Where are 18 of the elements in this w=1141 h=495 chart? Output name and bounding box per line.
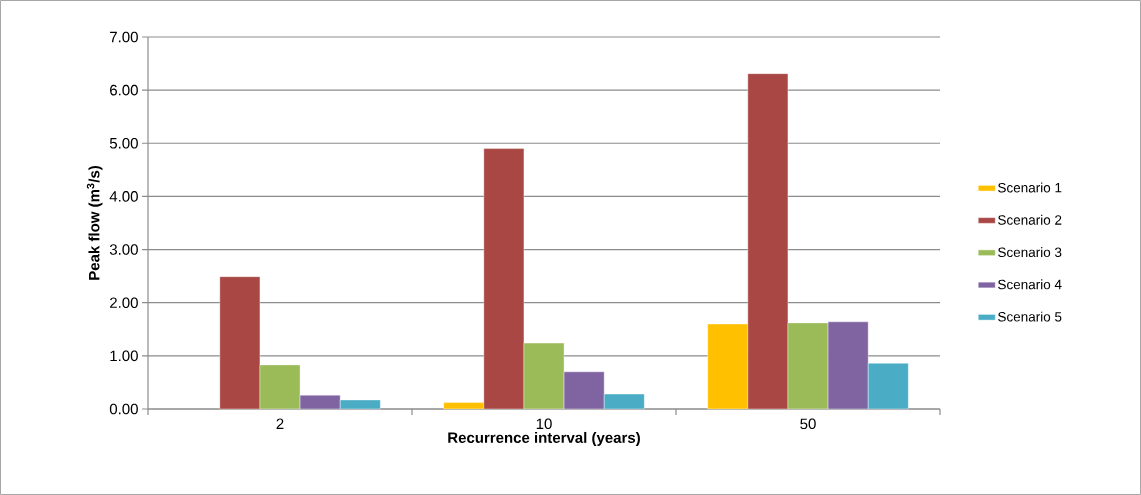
y-tick-label: 4.00 — [109, 191, 138, 202]
legend-label: Scenario 2 — [998, 214, 1062, 225]
legend-label: Scenario 5 — [998, 311, 1062, 322]
y-tick-label: 2.00 — [110, 297, 138, 309]
y-tick-label: 1.00 — [110, 350, 138, 362]
y-tick-label: 3.00 — [109, 244, 138, 255]
legend-label: Scenario 1 — [998, 182, 1062, 193]
x-axis-title: Recurrence interval (years) — [448, 431, 640, 446]
legend-label: Scenario 3 — [998, 247, 1062, 258]
x-tick-label: 10 — [536, 418, 552, 430]
y-tick-label: 7.00 — [110, 31, 138, 43]
x-tick-label: 2 — [276, 418, 284, 429]
y-tick-label: 5.00 — [109, 137, 138, 149]
y-tick-label: 0.00 — [109, 403, 138, 415]
x-tick-label: 50 — [800, 418, 816, 430]
y-axis-title: Peak flow (m$^{3}$/s) — [86, 165, 103, 280]
y-tick-label: 6.00 — [110, 84, 138, 96]
legend-label: Scenario 4 — [998, 279, 1062, 290]
